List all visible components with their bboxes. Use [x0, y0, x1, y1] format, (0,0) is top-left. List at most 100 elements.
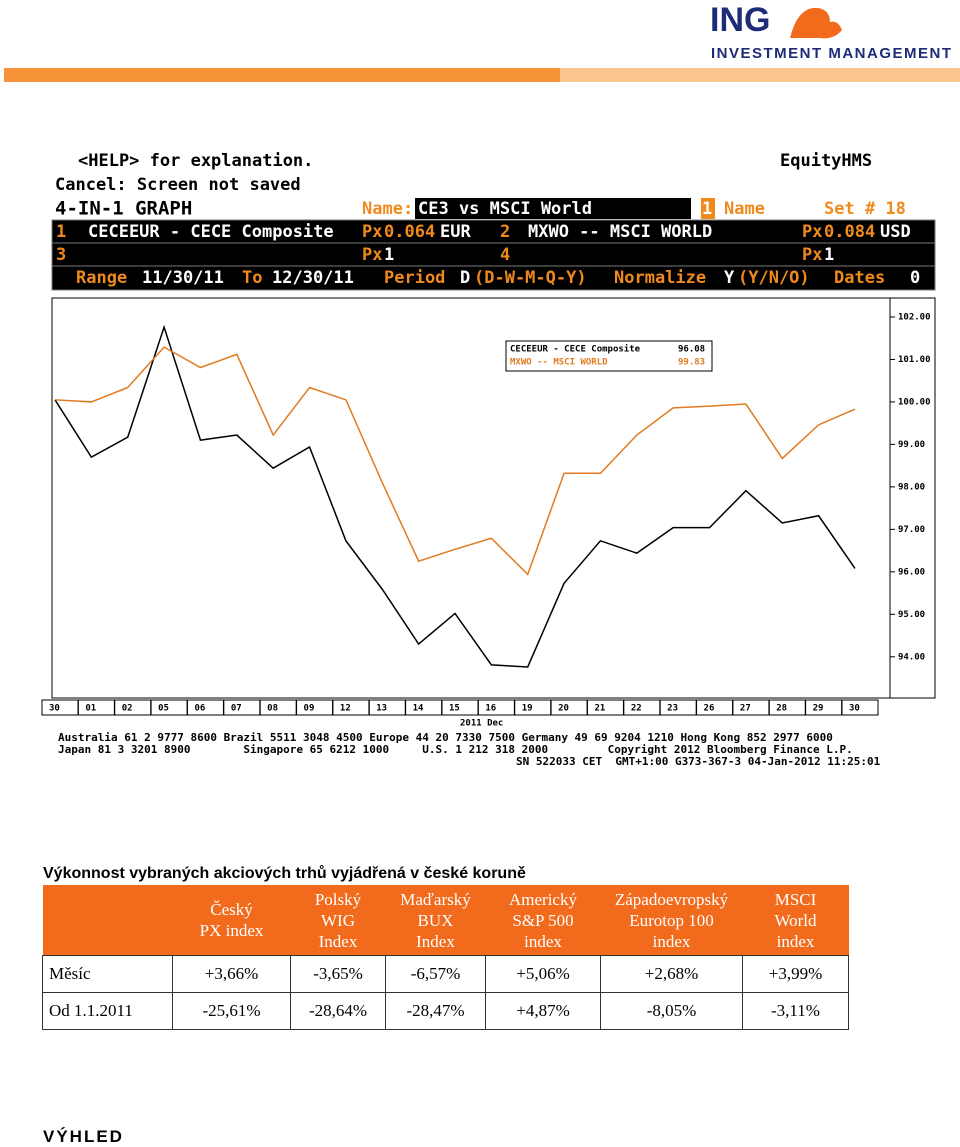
terminal-text: 2 — [500, 222, 510, 242]
x-tick-label: 15 — [449, 704, 460, 714]
header-cell: MSCI World index — [742, 885, 849, 956]
header-row: Český PX index Polský WIG Index Maďarský BUX In… — [42, 885, 849, 956]
table-cell: +4,87% — [485, 992, 601, 1030]
header-line: PX index — [199, 921, 264, 940]
header-line: Index — [416, 931, 455, 951]
terminal-text: To — [242, 268, 262, 288]
terminal-text: CE3 vs MSCI World — [418, 199, 592, 219]
terminal-text: 0.064 — [384, 222, 435, 242]
header-cell: Maďarský BUX Index — [385, 885, 486, 956]
y-tick-label: 99.00 — [898, 440, 925, 450]
x-tick-box — [114, 699, 152, 716]
y-tick-label: 96.00 — [898, 567, 925, 577]
table-cell: -6,57% — [385, 955, 486, 993]
terminal-text: Name: — [362, 199, 413, 219]
legend-value: 96.08 — [678, 345, 705, 355]
terminal-panel — [52, 220, 935, 290]
terminal-text: 4-IN-1 GRAPH — [55, 198, 192, 220]
y-tick-label: 94.00 — [898, 652, 925, 662]
x-tick-label: 28 — [776, 704, 787, 714]
performance-table: Český PX index Polský WIG Index Maďarský BUX In… — [42, 885, 849, 1030]
header-cell: Americký S&P 500 index — [485, 885, 601, 956]
terminal-text: 1 — [384, 245, 394, 265]
table-title: Výkonnost vybraných akciových trhů vyjád… — [43, 865, 526, 882]
legend-label: CECEEUR - CECE Composite — [510, 344, 641, 355]
x-tick-label: 21 — [594, 704, 605, 714]
series-line — [54, 324, 856, 668]
terminal-text: Name — [724, 199, 765, 219]
table-cell: +3,99% — [742, 955, 849, 993]
x-tick-label: 23 — [667, 704, 678, 714]
y-tick-label: 101.00 — [898, 355, 931, 365]
terminal-text: (D-W-M-Q-Y) — [474, 268, 587, 288]
x-tick-box — [768, 699, 806, 716]
header-line: Maďarský — [400, 889, 471, 909]
header-line: index — [776, 931, 815, 951]
x-tick-label: 13 — [376, 704, 387, 714]
y-tick-label: 97.00 — [898, 525, 925, 535]
x-tick-box — [623, 699, 661, 716]
section-heading: VÝHLED — [43, 1127, 124, 1146]
legend-box — [505, 340, 713, 372]
x-tick-label: 20 — [558, 704, 569, 714]
legend-label: MXWO -- MSCI WORLD — [510, 358, 608, 368]
x-tick-box — [332, 699, 370, 716]
x-tick-box — [368, 699, 406, 716]
x-tick-box — [477, 699, 515, 716]
logo-lion — [790, 7, 842, 39]
table-cell: -8,05% — [600, 992, 743, 1030]
table-cell: -28,47% — [385, 992, 486, 1030]
terminal-text: 3 — [56, 245, 66, 265]
header-cell: Západoevropský Eurotop 100 index — [600, 885, 743, 956]
header-line: Západoevropský — [614, 889, 729, 909]
header-cell — [42, 885, 173, 956]
x-tick-box — [77, 699, 115, 716]
table-cell: +5,06% — [485, 955, 601, 993]
header-line: S&P 500 — [512, 910, 574, 930]
header-line: World — [774, 910, 817, 930]
x-tick-box — [296, 699, 334, 716]
footer-text: SN 522033 CET GMT+1:00 G373-367-3 04-Jan… — [516, 755, 881, 768]
terminal-text: <HELP> for explanation. — [78, 151, 313, 171]
x-tick-label: 29 — [813, 704, 824, 714]
header-cell: Český PX index — [172, 885, 291, 956]
x-tick-box — [405, 699, 443, 716]
terminal-text: CECEEUR - CECE Composite — [88, 222, 334, 242]
table-cell: -25,61% — [172, 992, 291, 1030]
terminal-text: EquityHMS — [780, 151, 872, 171]
terminal-text: 0.084 — [824, 222, 875, 242]
header-line: Eurotop 100 — [629, 910, 714, 930]
header-line: WIG — [321, 910, 355, 930]
x-tick-box — [514, 699, 552, 716]
terminal-text: Set # 18 — [824, 199, 906, 219]
x-tick-box — [41, 699, 79, 716]
header-bar — [4, 68, 560, 82]
terminal-text: Dates — [834, 268, 885, 288]
terminal-text: Px — [362, 245, 382, 265]
x-tick-box — [841, 699, 879, 716]
x-tick-label: 01 — [85, 704, 96, 714]
terminal-text: Range — [76, 268, 127, 288]
terminal-box — [701, 198, 715, 219]
terminal-text: 11/30/11 — [142, 268, 224, 288]
footer-text: Australia 61 2 9777 8600 Brazil 5511 304… — [58, 731, 833, 744]
terminal-box — [415, 198, 691, 219]
x-tick-box — [586, 699, 624, 716]
header-cell: Polský WIG Index — [290, 885, 386, 956]
x-tick-box — [186, 699, 224, 716]
terminal-text: (Y/N/O) — [738, 268, 810, 288]
terminal-text: MXWO -- MSCI WORLD — [528, 222, 712, 242]
x-tick-label: 22 — [631, 704, 642, 714]
x-tick-label: 16 — [485, 704, 496, 714]
x-tick-label: 26 — [704, 704, 715, 714]
x-tick-box — [150, 699, 188, 716]
series-line — [54, 346, 856, 576]
chart-frame — [51, 297, 936, 699]
terminal-text: 1 — [56, 222, 66, 242]
x-tick-label: 12 — [340, 704, 351, 714]
header-line: index — [524, 931, 562, 951]
y-tick-label: 102.00 — [898, 312, 931, 322]
x-tick-box — [550, 699, 588, 716]
